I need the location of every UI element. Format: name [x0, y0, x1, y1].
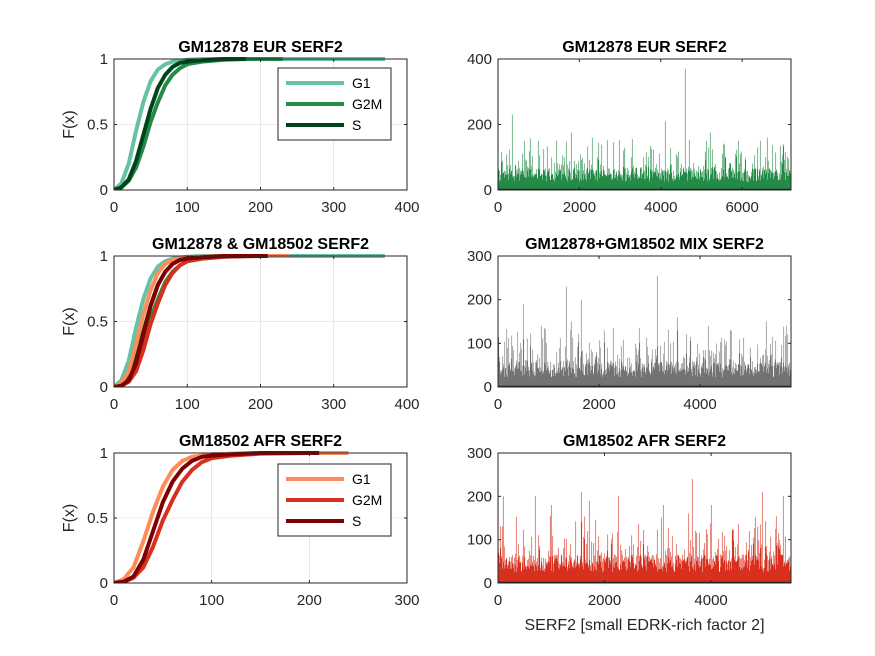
panel-cdf-combined: 0 100 200 300 400 0 0.5 1 GM12878 & GM18502 SERF… — [61, 236, 420, 413]
x-tick-label: 300 — [321, 396, 346, 413]
y-axis-label: F(x) — [61, 504, 78, 532]
x-tick-label: 0 — [494, 396, 502, 413]
y-tick-label: 1 — [100, 445, 108, 462]
cdf-line-series-6 — [114, 254, 268, 387]
x-tick-label: 0 — [494, 199, 502, 216]
x-tick-label: 0 — [110, 396, 118, 413]
x-tick-label: 2000 — [582, 396, 615, 413]
panel-cdf-gm12878: 0 100 200 300 400 0 0.5 1 GM12878 EUR SERF2 F(x) G… — [61, 39, 420, 216]
panel-expression-gm18502: 0 2000 4000 0 100 200 300 GM18502 AFR SERF2 SERF… — [467, 433, 792, 634]
y-tick-label: 0.5 — [87, 314, 108, 331]
y-tick-label: 0 — [484, 379, 492, 396]
legend: G1 G2M S — [277, 463, 392, 537]
x-tick-label: 300 — [321, 199, 346, 216]
y-tick-label: 1 — [100, 248, 108, 265]
y-tick-label: 0.5 — [87, 510, 108, 527]
y-tick-label: 400 — [467, 51, 492, 68]
x-tick-label: 100 — [199, 592, 224, 609]
y-tick-label: 100 — [467, 532, 492, 549]
x-tick-label: 0 — [110, 199, 118, 216]
x-tick-label: 0 — [494, 592, 502, 609]
y-tick-label: 200 — [467, 117, 492, 134]
x-tick-label: 200 — [248, 199, 273, 216]
plot-area — [497, 58, 792, 191]
panel-expression-gm12878: 0 2000 4000 6000 0 200 400 GM12878 EUR SERF2 — [467, 39, 792, 216]
x-tick-label: 200 — [297, 592, 322, 609]
x-tick-label: 200 — [248, 396, 273, 413]
panel-title: GM12878 EUR SERF2 — [178, 39, 343, 56]
x-tick-label: 2000 — [588, 592, 621, 609]
axis-frame — [497, 452, 792, 584]
y-axis-label: F(x) — [61, 110, 78, 138]
x-tick-label: 0 — [110, 592, 118, 609]
y-tick-label: 0 — [100, 379, 108, 396]
x-tick-label: 300 — [394, 592, 419, 609]
x-tick-label: 100 — [175, 396, 200, 413]
legend-label: G1 — [352, 75, 371, 91]
legend-label: S — [352, 513, 361, 529]
legend: G1 G2M S — [277, 67, 392, 141]
y-tick-label: 0 — [484, 182, 492, 199]
y-tick-label: 100 — [467, 335, 492, 352]
panel-expression-mix: 0 2000 4000 0 100 200 300 GM12878+GM18502 MIX S… — [467, 236, 792, 413]
y-tick-label: 200 — [467, 488, 492, 505]
x-tick-label: 2000 — [563, 199, 596, 216]
y-tick-label: 0 — [100, 182, 108, 199]
cdf-line-s — [114, 57, 246, 190]
panel-title: GM12878+GM18502 MIX SERF2 — [525, 236, 764, 253]
panel-cdf-gm18502: 0 100 200 300 0 0.5 1 GM18502 AFR SERF2 F(x) G1 G2… — [61, 433, 420, 609]
y-tick-label: 0 — [100, 575, 108, 592]
panel-title: GM18502 AFR SERF2 — [179, 433, 342, 450]
x-axis-label: SERF2 [small EDRK-rich factor 2] — [524, 617, 764, 634]
y-axis-label: F(x) — [61, 307, 78, 335]
y-tick-label: 1 — [100, 51, 108, 68]
x-tick-label: 100 — [175, 199, 200, 216]
x-tick-label: 4000 — [683, 396, 716, 413]
panel-title: GM12878 EUR SERF2 — [562, 39, 727, 56]
legend-label: G1 — [352, 471, 371, 487]
x-tick-label: 4000 — [694, 592, 727, 609]
y-tick-label: 0.5 — [87, 117, 108, 134]
axis-frame — [497, 255, 792, 388]
y-tick-label: 300 — [467, 248, 492, 265]
panel-title: GM18502 AFR SERF2 — [563, 433, 726, 450]
legend-label: G2M — [352, 96, 382, 112]
x-tick-label: 6000 — [725, 199, 758, 216]
y-tick-label: 0 — [484, 575, 492, 592]
x-tick-label: 400 — [394, 199, 419, 216]
panel-title: GM12878 & GM18502 SERF2 — [152, 236, 369, 253]
legend-label: S — [352, 117, 361, 133]
y-tick-label: 200 — [467, 292, 492, 309]
x-tick-label: 4000 — [644, 199, 677, 216]
x-tick-label: 400 — [394, 396, 419, 413]
legend-label: G2M — [352, 492, 382, 508]
y-tick-label: 300 — [467, 445, 492, 462]
cdf-line-s — [114, 451, 320, 583]
